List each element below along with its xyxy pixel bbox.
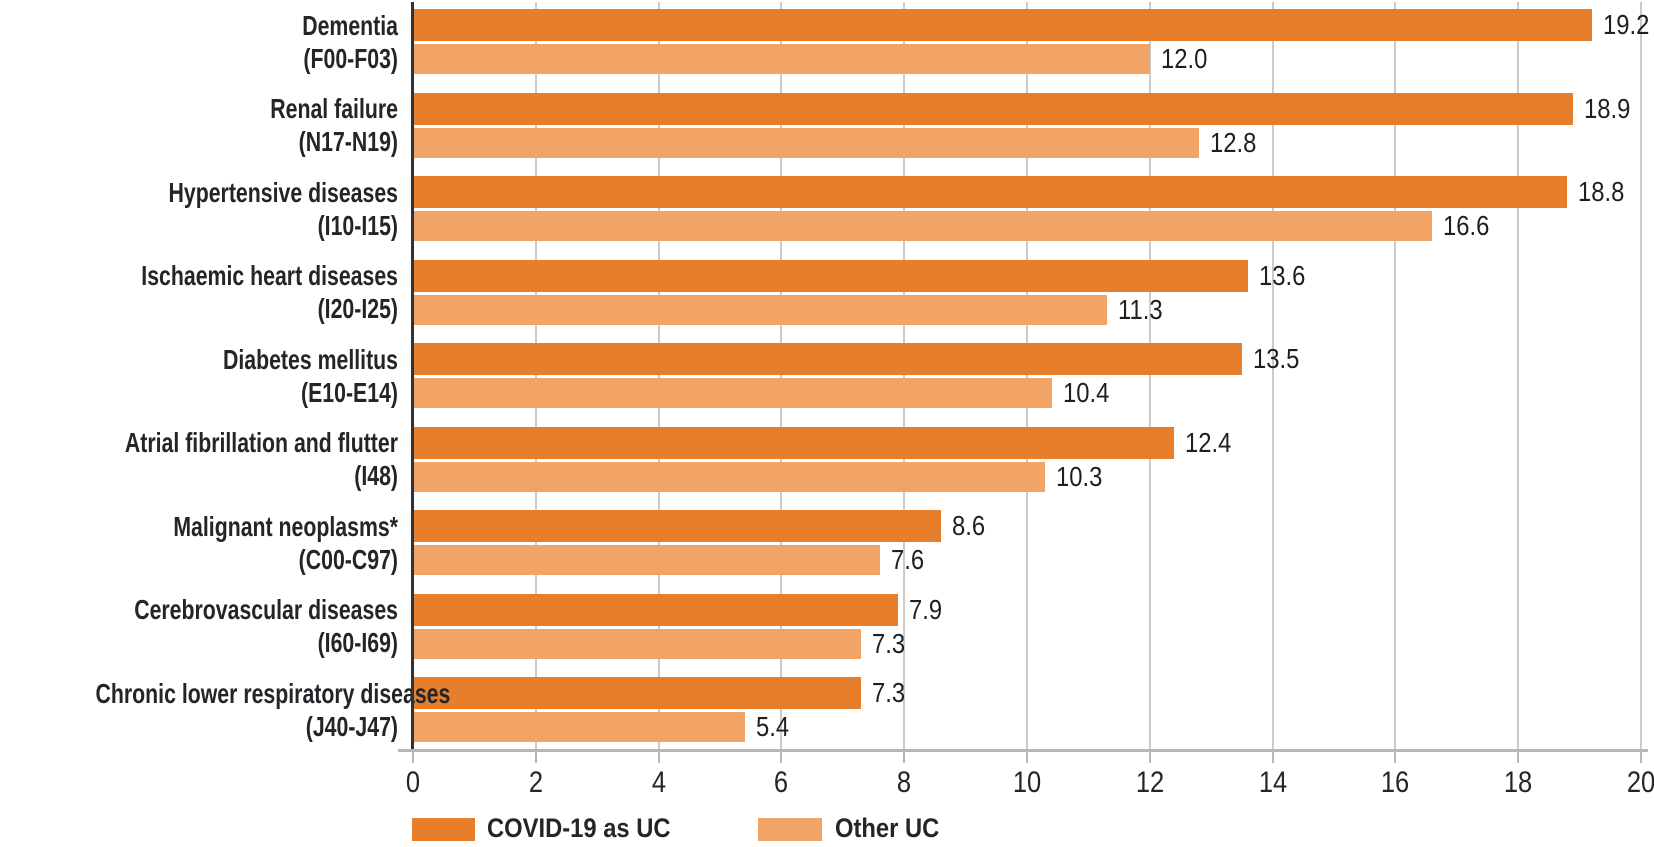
x-axis-tick-6	[780, 752, 783, 763]
category-name: Ischaemic heart diseases	[141, 260, 399, 291]
bar-covid19-as-uc	[413, 92, 1574, 125]
value-label-covid19-as-uc: 13.6	[1259, 259, 1306, 291]
category-label: Hypertensive diseases (I10-I15)	[96, 176, 398, 242]
category-name: Chronic lower respiratory diseases	[95, 677, 451, 709]
value-label-covid19-as-uc: 12.4	[1185, 426, 1232, 458]
bar-covid19-as-uc	[413, 510, 942, 542]
category-label: Malignant neoplasms* (C00-C97)	[96, 510, 398, 576]
y-axis-line	[411, 2, 414, 752]
gridline-x16	[1394, 2, 1397, 750]
category-code: (I60-I69)	[317, 627, 398, 658]
value-label-other-uc: 5.4	[755, 711, 789, 742]
x-axis-tick-label-20: 20	[1626, 766, 1654, 799]
category-name: Diabetes mellitus	[222, 343, 398, 375]
category-name: Cerebrovascular diseases	[134, 594, 398, 625]
x-axis-tick-label-6: 6	[774, 766, 789, 799]
category-label: Renal failure (N17-N19)	[96, 92, 398, 158]
x-axis-tick-10	[1026, 752, 1028, 763]
x-axis-tick-label-0: 0	[405, 766, 421, 799]
category-code: (F00-F03)	[303, 42, 398, 74]
x-axis-tick-label-4: 4	[651, 766, 666, 799]
gridline-x14	[1271, 2, 1274, 750]
category-label: Dementia (F00-F03)	[96, 9, 398, 75]
value-label-other-uc: 16.6	[1443, 210, 1490, 241]
x-axis-tick-0	[412, 752, 414, 763]
bar-covid19-as-uc	[413, 259, 1249, 292]
gridline-x18	[1517, 2, 1520, 750]
bar-other-uc	[413, 628, 862, 659]
x-axis-tick-18	[1517, 752, 1520, 763]
category-code: (J40-J47)	[305, 710, 398, 742]
gridline-x8	[903, 2, 906, 750]
value-label-covid19-as-uc: 13.5	[1252, 343, 1300, 374]
x-axis-tick-label-18: 18	[1504, 766, 1533, 799]
x-axis-tick-8	[903, 752, 906, 763]
x-axis-tick-label-8: 8	[897, 766, 912, 799]
bar-covid19-as-uc	[413, 176, 1568, 208]
value-label-covid19-as-uc: 7.3	[872, 677, 906, 708]
category-code: (C00-C97)	[298, 543, 398, 575]
value-label-other-uc: 12.8	[1209, 126, 1257, 158]
category-label: Atrial fibrillation and flutter (I48)	[96, 426, 398, 492]
x-axis-line	[398, 749, 1648, 752]
x-axis-tick-label-14: 14	[1258, 766, 1287, 799]
x-axis-tick-label-2: 2	[528, 766, 543, 799]
bar-other-uc	[413, 211, 1433, 241]
bar-other-uc	[413, 44, 1150, 74]
category-code: (I48)	[354, 460, 398, 491]
value-label-covid19-as-uc: 19.2	[1602, 9, 1650, 40]
category-name: Malignant neoplasms*	[173, 510, 398, 542]
value-label-other-uc: 7.3	[872, 627, 906, 659]
value-label-other-uc: 7.6	[890, 544, 924, 575]
bar-other-uc	[413, 545, 880, 575]
x-axis-tick-label-10: 10	[1012, 766, 1042, 799]
gridline-x6	[780, 2, 783, 750]
x-axis-tick-16	[1394, 752, 1397, 763]
value-label-other-uc: 10.3	[1056, 460, 1103, 492]
x-axis-tick-4	[657, 752, 660, 763]
bar-covid19-as-uc	[413, 677, 862, 709]
category-code: (E10-E14)	[301, 376, 398, 408]
gridline-x2	[534, 2, 537, 750]
value-label-other-uc: 11.3	[1117, 293, 1163, 325]
gridline-x4	[657, 2, 660, 750]
value-label-covid19-as-uc: 7.9	[909, 593, 943, 625]
category-label: Ischaemic heart diseases (I20-I25)	[96, 259, 398, 325]
bar-other-uc	[413, 127, 1199, 158]
bar-other-uc	[413, 712, 745, 742]
category-label: Diabetes mellitus (E10-E14)	[96, 343, 398, 409]
value-label-other-uc: 10.4	[1062, 377, 1109, 408]
category-name: Atrial fibrillation and flutter	[124, 427, 398, 458]
value-label-covid19-as-uc: 18.8	[1578, 176, 1625, 207]
bar-other-uc	[413, 461, 1046, 492]
bar-covid19-as-uc	[413, 343, 1242, 375]
bar-covid19-as-uc	[413, 593, 899, 626]
x-axis-tick-14	[1271, 752, 1274, 763]
x-axis-tick-12	[1148, 752, 1151, 763]
category-name: Hypertensive diseases	[168, 176, 398, 208]
gridline-x20	[1640, 2, 1642, 750]
bar-covid19-as-uc	[413, 9, 1592, 41]
category-code: (N17-N19)	[298, 126, 398, 157]
category-code: (I20-I25)	[317, 293, 398, 324]
category-code: (I10-I15)	[317, 209, 398, 241]
gridline-x12	[1148, 2, 1151, 750]
x-axis-tick-20	[1640, 752, 1642, 763]
category-label: Cerebrovascular diseases (I60-I69)	[96, 593, 398, 659]
x-axis-tick-label-12: 12	[1135, 766, 1164, 799]
value-label-other-uc: 12.0	[1160, 43, 1208, 74]
gridline-x10	[1026, 2, 1028, 750]
category-name: Renal failure	[270, 93, 398, 124]
x-axis-tick-label-16: 16	[1381, 766, 1410, 799]
bar-other-uc	[413, 294, 1107, 325]
bar-covid19-as-uc	[413, 426, 1175, 459]
x-axis-tick-2	[534, 752, 537, 763]
value-label-covid19-as-uc: 18.9	[1584, 92, 1631, 124]
category-label: Chronic lower respiratory diseases (J40-J…	[95, 677, 451, 743]
bar-other-uc	[413, 378, 1052, 408]
value-label-covid19-as-uc: 8.6	[952, 510, 986, 541]
category-name: Dementia	[302, 9, 398, 41]
